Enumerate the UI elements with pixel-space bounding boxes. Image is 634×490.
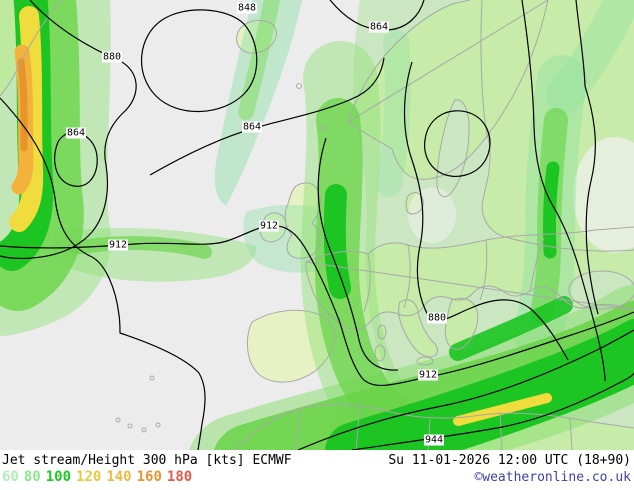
legend-value-80: 80 [23,469,41,485]
jet-fill-160-west [17,58,28,152]
contour-864-mid [149,57,385,176]
contour-896 [0,97,206,450]
island-madeira [149,375,155,381]
legend-value-60: 60 [2,469,19,485]
contour-848-east [575,0,599,315]
land-sicily [417,357,433,365]
jet-fill-100-central-core [323,184,351,299]
island-canary-1 [115,417,121,423]
jet-fill-60-northeast-band [546,0,634,114]
coast-denmark [405,192,424,215]
contour-880-balkans [403,61,569,361]
sea-baltic [436,99,470,197]
coast-corsica [377,324,387,340]
coast-italy [398,299,438,358]
land-iberia [247,310,335,383]
contour-864-low-west [54,131,98,187]
coast-russia [480,0,634,252]
land-balkans [445,298,478,350]
island-faroe [296,83,302,89]
contour-closed-low-finland [424,110,491,177]
coast-black-sea [568,270,634,310]
island-canary-4 [155,422,161,428]
jet-fill-60-norwegian-sea [214,0,302,206]
land-italy [398,299,438,357]
coastlines-borders [0,0,634,450]
valid-datetime: Su 11-01-2026 12:00 UTC (18+90) [388,453,631,468]
jet-fill-60-scandinavia-strip [376,29,411,197]
sea-black-sea [569,271,634,309]
jet-fill-100-south-core [325,318,634,450]
coast-europe [305,226,634,330]
legend-value-180: 180 [166,469,193,485]
coast-ireland [259,212,287,243]
jet-fill-120-south-core [453,393,552,426]
coast-iberia [247,309,336,383]
jet-fill-100-balkan-spur [449,296,573,361]
copyright-link[interactable]: ©weatheronline.co.uk [474,470,631,485]
legend-value-160: 160 [136,469,162,485]
contour-944 [351,372,634,450]
land-corsica [378,325,386,339]
chart-title: Jet stream/Height 300 hPa [kts] ECMWF [2,453,292,468]
island-shetland [319,125,325,131]
contour-848-loop [141,9,258,113]
jet-fill-80-norwegian-sea [238,0,280,120]
fill-hole-baltic [408,187,456,243]
jet-fill-100-east-core [542,161,560,259]
contour-864-east [521,0,606,382]
fill-hole-northeast [573,137,634,253]
contour-928 [297,329,634,450]
map-canvas [0,0,634,450]
land-sardinia [375,345,385,361]
island-canary-3 [141,427,147,433]
land-britain [285,182,321,259]
coast-sicily [416,356,434,366]
contour-912 [0,225,634,386]
chart-footer: Jet stream/Height 300 hPa [kts] ECMWF Su… [0,450,634,490]
legend-value-120: 120 [76,469,102,485]
coast-sardinia [374,344,386,362]
legend-value-140: 140 [106,469,132,485]
legend: 60 80 100 120 140 160 180 [2,469,197,485]
coast-britain [284,182,321,259]
legend-value-100: 100 [45,469,72,485]
contour-896-central [317,137,399,371]
island-canary-2 [127,423,133,429]
weather-map: 848 864 880 864 864 912 912 880 912 944 [0,0,634,450]
coast-scandinavia [347,0,549,180]
coast-baltic [436,99,470,198]
coast-north-africa [235,403,634,450]
coast-greenland [0,0,63,97]
coast-iceland [236,19,277,54]
